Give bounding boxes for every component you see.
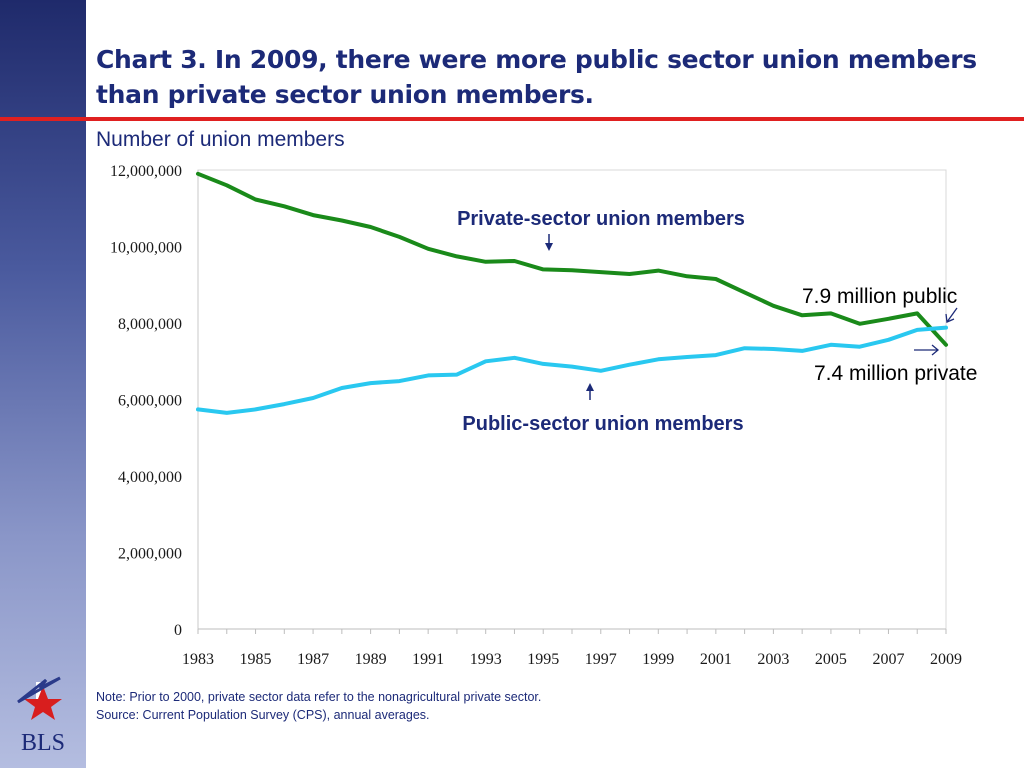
x-tick-label: 2005 — [815, 651, 847, 668]
chart-notes: Note: Prior to 2000, private sector data… — [96, 688, 541, 724]
private-2009-label: 7.4 million private — [814, 362, 977, 385]
public-pointer-arrow-icon — [945, 307, 958, 323]
star-icon — [24, 686, 62, 720]
x-tick-label: 1983 — [182, 651, 214, 668]
public-series-label: Public-sector union members — [462, 413, 743, 435]
y-tick-label: 8,000,000 — [118, 316, 182, 333]
y-tick-label: 2,000,000 — [118, 546, 182, 563]
x-tick-label: 2009 — [930, 651, 962, 668]
chart-series — [196, 171, 948, 415]
x-tick-label: 1999 — [642, 651, 674, 668]
y-tick-label: 10,000,000 — [110, 240, 182, 257]
down-arrow-icon — [545, 234, 553, 251]
x-tick-label: 1993 — [470, 651, 502, 668]
public-2009-label: 7.9 million public — [802, 285, 957, 308]
private-series-label: Private-sector union members — [457, 208, 745, 230]
x-tick-label: 2001 — [700, 651, 732, 668]
x-tick-label: 1991 — [412, 651, 444, 668]
chart-axes: 0 2,000,000 4,000,000 6,000,000 8,000,000 10,… — [110, 163, 962, 668]
sidebar-band — [0, 0, 86, 768]
private-series-line — [196, 171, 948, 347]
y-tick-label: 0 — [174, 622, 182, 639]
x-tick-label: 1995 — [527, 651, 559, 668]
page-title: Chart 3. In 2009, there were more public… — [96, 45, 977, 109]
private-pointer-arrow-icon — [914, 344, 940, 356]
x-tick-label: 2003 — [757, 651, 789, 668]
x-tick-label: 1997 — [585, 651, 617, 668]
y-tick-label: 4,000,000 — [118, 469, 182, 486]
title-divider — [0, 117, 1024, 121]
logo-text: BLS — [21, 730, 65, 756]
chart-annotations: Private-sector union members Public-sect… — [457, 208, 977, 435]
x-tick-label: 2007 — [872, 651, 904, 668]
y-tick-label: 12,000,000 — [110, 163, 182, 180]
y-tick-label: 6,000,000 — [118, 393, 182, 410]
bls-logo: BLS — [17, 676, 65, 756]
note-text: Note: Prior to 2000, private sector data… — [96, 690, 542, 704]
source-text: Source: Current Population Survey (CPS),… — [96, 708, 430, 722]
logo-swoosh — [17, 676, 61, 704]
logo-flag-stripe — [36, 682, 41, 712]
x-tick-label: 1987 — [297, 651, 329, 668]
x-tick-label: 1985 — [240, 651, 272, 668]
x-tick-label: 1989 — [355, 651, 387, 668]
up-arrow-icon — [586, 383, 594, 400]
public-series-line — [196, 325, 948, 415]
chart-subtitle: Number of union members — [96, 128, 345, 151]
